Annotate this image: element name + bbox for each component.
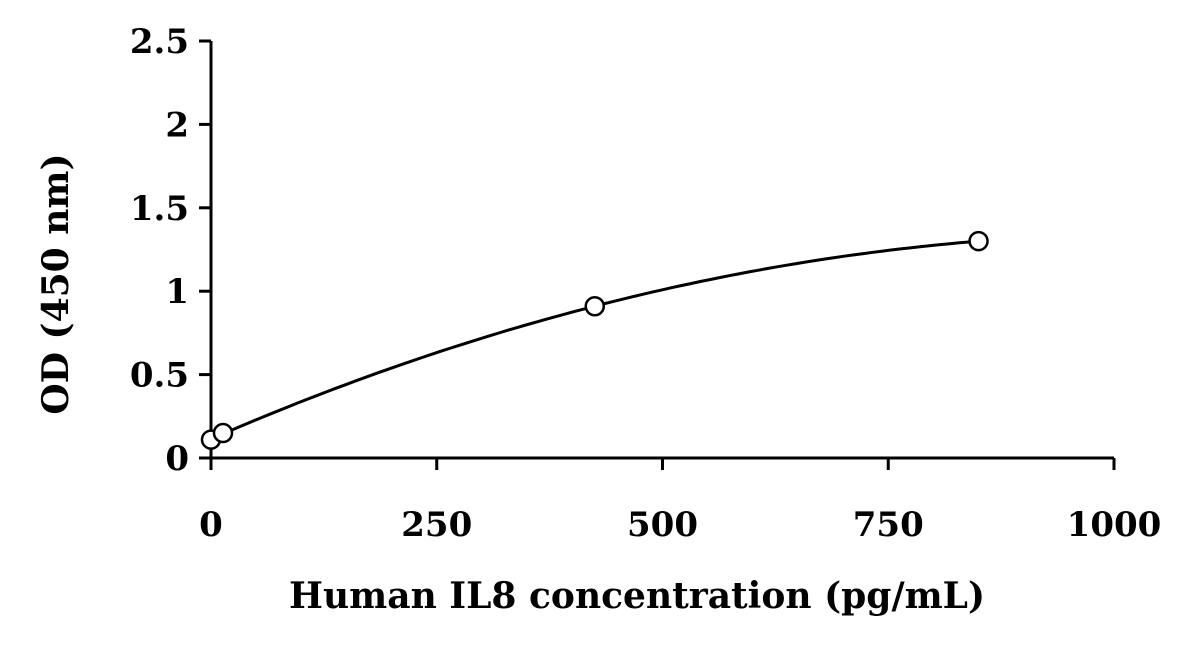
fit-curve [210, 239, 979, 441]
y-axis-ticks: 0 0.5 1 1.5 2 2.5 [130, 22, 211, 479]
x-tick-label: 0 [199, 505, 223, 545]
y-tick-label: 0.5 [130, 356, 189, 396]
data-point [584, 295, 606, 317]
y-tick-label: 1.5 [130, 189, 189, 229]
x-tick-label: 500 [627, 505, 698, 545]
y-tick-label: 1 [165, 272, 189, 312]
y-tick-label: 0 [165, 439, 189, 479]
x-axis-title: Human IL8 concentration (pg/mL) [289, 575, 985, 617]
data-point [212, 422, 234, 444]
y-axis-title: OD (450 nm) [35, 153, 77, 414]
y-tick-label: 2.5 [130, 22, 189, 62]
x-axis-ticks: 0 250 500 750 1000 [199, 458, 1161, 545]
x-tick-label: 1000 [1067, 505, 1162, 545]
data-point [968, 230, 989, 252]
x-tick-label: 250 [401, 505, 472, 545]
x-tick-label: 750 [853, 505, 924, 545]
y-tick-label: 2 [165, 105, 189, 145]
data-markers [200, 230, 989, 450]
